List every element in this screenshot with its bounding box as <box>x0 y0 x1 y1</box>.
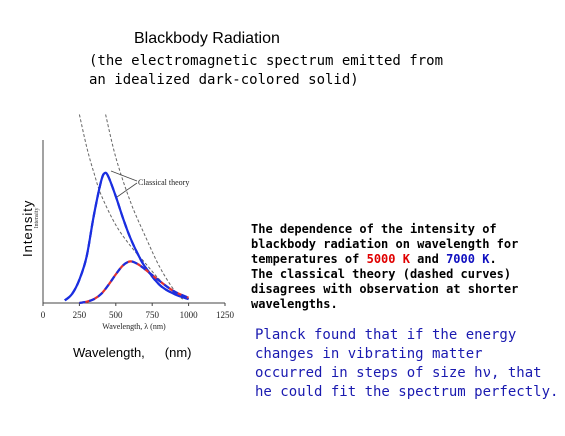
planck-line-3: occurred in steps of size hν, that <box>255 365 542 381</box>
series-5000k-dash <box>79 260 190 305</box>
description-line-4: The classical theory (dashed curves) <box>251 267 512 281</box>
x-tick-label: 1000 <box>180 310 199 320</box>
planck-line-1: Planck found that if the energy <box>255 327 517 343</box>
x-axis-label-text: Wavelength, <box>73 345 145 360</box>
inner-y-axis-title: Intensity <box>34 208 40 229</box>
page-title: Blackbody Radiation <box>134 30 280 47</box>
description-line-3: temperatures of 5000 K and 7000 K. <box>251 252 497 266</box>
x-tick-label: 1250 <box>216 310 235 320</box>
plot-layer: 0 250 500 750 1000 1250 Wavelength, λ (nm) Inte… <box>34 114 235 331</box>
description-line-2: blackbody radiation on wavelength for <box>251 237 519 251</box>
description-line-5: disagrees with observation at shorter <box>251 282 519 296</box>
x-tick-label: 750 <box>145 310 159 320</box>
temp-5000k: 5000 K <box>366 252 410 266</box>
series-5000k-line <box>79 260 190 305</box>
x-tick-label: 0 <box>41 310 46 320</box>
y-axis-label: Intensity <box>20 199 35 257</box>
x-axis-unit: (nm) <box>164 345 192 360</box>
x-tick-label: 500 <box>109 310 123 320</box>
description-line-1: The dependence of the intensity of <box>251 222 497 236</box>
callout-line-2 <box>116 182 138 198</box>
temp-prefix: temperatures of <box>251 252 367 266</box>
x-tick-label: 250 <box>73 310 87 320</box>
classical-theory-label: Classical theory <box>138 178 189 187</box>
planck-line-2: changes in vibrating matter <box>255 346 483 362</box>
callout-line-1 <box>110 170 138 182</box>
temp-7000k: 7000 K <box>446 252 490 266</box>
x-axis-label: Wavelength, (nm) <box>73 345 192 360</box>
subtitle-line-2: an idealized dark-colored solid) <box>89 72 359 88</box>
planck-line-4: he could fit the spectrum perfectly. <box>255 384 559 400</box>
description-line-6: wavelengths. <box>251 297 338 311</box>
subtitle-line-1: (the electromagnetic spectrum emitted fr… <box>89 53 444 69</box>
temp-suffix: . <box>489 252 497 266</box>
inner-x-axis-title: Wavelength, λ (nm) <box>102 322 166 331</box>
classical-theory-curve-2 <box>105 114 184 299</box>
temp-and: and <box>409 252 447 266</box>
